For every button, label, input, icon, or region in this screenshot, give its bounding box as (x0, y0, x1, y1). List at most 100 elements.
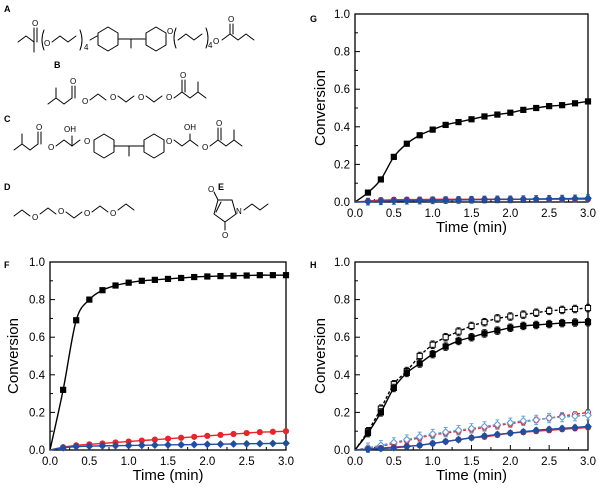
data-point (150, 441, 159, 450)
data-point (520, 106, 527, 113)
atom-o: O (58, 207, 64, 216)
atom-o: O (167, 27, 173, 36)
y-tick-label: 0.8 (29, 295, 45, 307)
data-point (584, 411, 592, 420)
data-point (428, 439, 437, 448)
data-point (112, 282, 119, 289)
data-point (229, 440, 238, 448)
bond (181, 91, 207, 99)
data-point (507, 109, 514, 116)
data-point (282, 272, 290, 279)
bond (221, 33, 231, 41)
data-point (507, 313, 514, 320)
atom-o: O (180, 71, 186, 80)
data-point (178, 434, 185, 441)
data-point (255, 439, 264, 448)
structure-e: E O O N (208, 182, 269, 240)
data-point (178, 274, 185, 282)
x-tick-label: 2.0 (502, 456, 518, 468)
bond (173, 91, 183, 99)
panel-label-b: B (54, 60, 61, 70)
data-point (86, 296, 93, 303)
data-point (151, 276, 158, 283)
data-point (506, 418, 515, 427)
data-point (545, 414, 554, 422)
data-point (204, 273, 211, 280)
data-point (268, 439, 277, 448)
bond (243, 203, 269, 211)
x-tick-label: 1.5 (464, 208, 480, 220)
data-point (243, 272, 250, 279)
x-tick-label: 1.5 (464, 456, 480, 468)
data-point (481, 319, 488, 326)
data-point (217, 431, 224, 439)
data-point (72, 442, 81, 451)
y-tick-label: 0.4 (29, 370, 46, 382)
atom-o: O (208, 185, 214, 194)
data-point (242, 439, 251, 448)
data-point (137, 441, 146, 450)
data-point (519, 195, 528, 204)
bond (29, 143, 39, 151)
mark-group (354, 303, 592, 454)
y-tick-label: 1.0 (29, 257, 45, 269)
bond (13, 143, 31, 151)
x-axis-title: Time (min) (436, 219, 507, 236)
atom-o: O (84, 209, 90, 218)
series (354, 194, 592, 206)
bond (17, 35, 35, 53)
data-point (559, 320, 566, 327)
data-point (389, 196, 398, 205)
bond (213, 191, 219, 201)
bond (117, 95, 135, 103)
data-point (415, 196, 424, 205)
repeat-index: 4 (84, 43, 89, 52)
atom-o: O (202, 143, 208, 152)
data-point (191, 273, 198, 281)
structure-c: C O O OH O O OH O O (4, 114, 243, 159)
bond (173, 139, 199, 147)
bond (89, 35, 98, 41)
bracket (79, 29, 83, 51)
data-point (520, 311, 527, 318)
benzene-ring (145, 26, 167, 52)
atom-o: O (84, 137, 90, 146)
data-point (230, 430, 237, 438)
y-tick-label: 0.2 (334, 159, 350, 171)
mark-group (354, 98, 592, 206)
data-point (558, 413, 567, 422)
data-point (403, 369, 410, 377)
x-tick-label: 1.5 (160, 456, 176, 468)
atom-o: O (48, 143, 54, 152)
data-point (429, 351, 436, 358)
tick-group: 0.0 0.5 1.0 1.5 2.0 2.5 3.0 0.0 0.2 0.4 0.6 0.8 1.0 (334, 9, 596, 220)
atom-o: O (110, 93, 116, 102)
data-point (481, 330, 488, 337)
data-point (377, 176, 384, 183)
data-point (532, 195, 541, 203)
data-point (125, 279, 132, 286)
data-point (73, 317, 80, 324)
data-point (584, 319, 592, 326)
data-point (230, 272, 237, 279)
data-point (546, 307, 553, 314)
bond (229, 33, 255, 41)
data-point (441, 428, 450, 437)
panel-label-h: H (310, 260, 317, 270)
data-point (428, 430, 437, 438)
atom-o: O (110, 209, 116, 218)
data-point (416, 132, 423, 139)
data-point (256, 429, 263, 436)
y-axis-title: Conversion (5, 318, 22, 394)
bond (47, 97, 65, 105)
bond (177, 33, 203, 41)
data-point (441, 196, 450, 205)
x-axis-title: Time (min) (436, 467, 507, 484)
data-point (480, 431, 489, 440)
y-tick-label: 0.0 (334, 445, 350, 457)
repeat-index: 4 (208, 41, 213, 50)
data-point (442, 343, 449, 350)
maleimide-ring (213, 199, 237, 223)
data-point (559, 306, 566, 314)
